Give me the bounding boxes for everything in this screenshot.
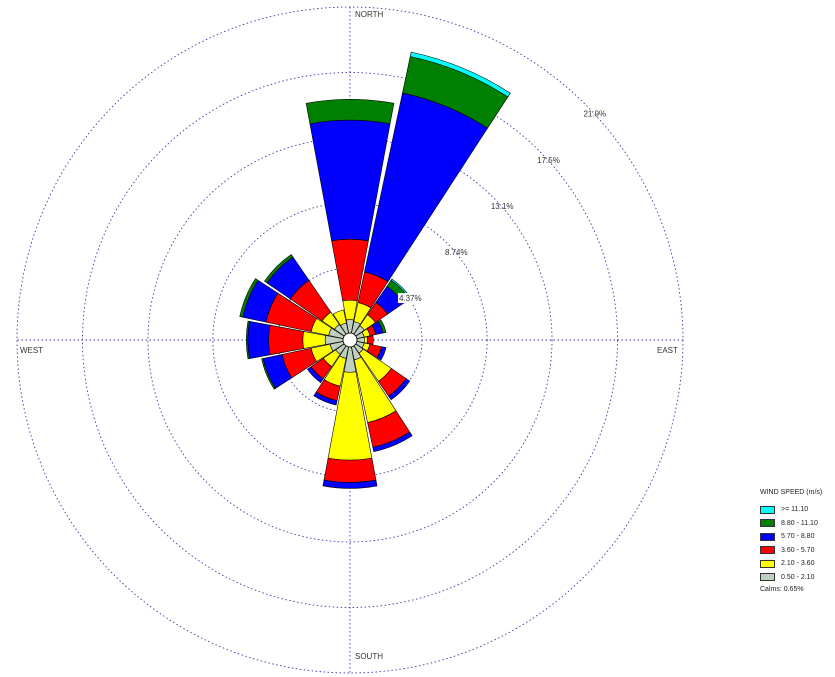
- legend-label: >= 11.10: [781, 506, 809, 514]
- petal-w-bin-5: [246, 320, 250, 360]
- ring-label-5: 21.9%: [583, 110, 606, 119]
- petal-ene-bin-5: [377, 319, 387, 334]
- ring-label-1: 4.37%: [399, 294, 422, 303]
- grid-ring-2: [212, 202, 488, 478]
- legend: WIND SPEED (m/s) >= 11.10 8.80 - 11.10 5.7…: [760, 488, 830, 593]
- petal-nne-bin-6: [409, 51, 511, 98]
- legend-title: WIND SPEED (m/s): [760, 489, 823, 496]
- petal-w-bin-4: [247, 321, 271, 359]
- legend-swatch: [760, 505, 775, 514]
- legend-calms: Calms: 0.65%: [760, 586, 804, 593]
- legend-swatch: [760, 532, 775, 541]
- legend-item-5: 2.10 - 3.60: [760, 557, 830, 571]
- legend-label: 0.50 - 2.10: [781, 573, 815, 581]
- ring-label-4: 17.5%: [537, 156, 560, 165]
- grid-ring-3: [147, 137, 553, 543]
- legend-label: 3.60 - 5.70: [781, 546, 815, 554]
- petal-n-bin-5: [305, 99, 395, 125]
- legend-item-4: 3.60 - 5.70: [760, 544, 830, 558]
- petal-se-bin-4: [388, 378, 411, 401]
- ring-label-3: 13.1%: [491, 202, 514, 211]
- petal-sse-bin-4: [372, 431, 413, 453]
- petal-ese-bin-4: [376, 346, 387, 361]
- petal-e-bin-2: [363, 336, 368, 344]
- legend-item-3: 5.70 - 8.80: [760, 530, 830, 544]
- petal-wsw-bin-5: [261, 358, 276, 390]
- legend-swatch: [760, 573, 775, 582]
- petal-w-bin-3: [268, 324, 304, 356]
- label-west: WEST: [20, 346, 43, 355]
- ring-label-bg-1: [397, 293, 422, 304]
- petal-e-bin-3: [366, 335, 374, 345]
- calm-circle: [342, 332, 358, 348]
- legend-items: >= 11.10 8.80 - 11.10 5.70 - 8.80 3.60 - 5.…: [760, 503, 830, 584]
- ring-label-2: 8.74%: [445, 248, 468, 257]
- legend-label: 8.80 - 11.10: [781, 519, 818, 527]
- legend-label: 2.10 - 3.60: [781, 560, 815, 568]
- petal-nw-bin-5: [264, 254, 294, 284]
- legend-swatch: [760, 546, 775, 555]
- petal-wnw-bin-5: [239, 278, 259, 318]
- legend-item-1: >= 11.10: [760, 503, 830, 517]
- petal-ssw-bin-4: [313, 391, 338, 406]
- legend-item-2: 8.80 - 11.10: [760, 517, 830, 531]
- legend-item-6: 0.50 - 2.10: [760, 571, 830, 585]
- label-south: SOUTH: [355, 652, 383, 661]
- petal-sw-bin-4: [307, 366, 324, 383]
- petal-s-bin-4: [322, 479, 378, 489]
- legend-swatch: [760, 559, 775, 568]
- petal-s-bin-3: [323, 457, 377, 483]
- label-north: NORTH: [355, 10, 384, 19]
- label-east: EAST: [657, 346, 678, 355]
- legend-label: 5.70 - 8.80: [781, 533, 815, 541]
- petal-nnw-bin-2: [332, 309, 347, 326]
- legend-swatch: [760, 519, 775, 528]
